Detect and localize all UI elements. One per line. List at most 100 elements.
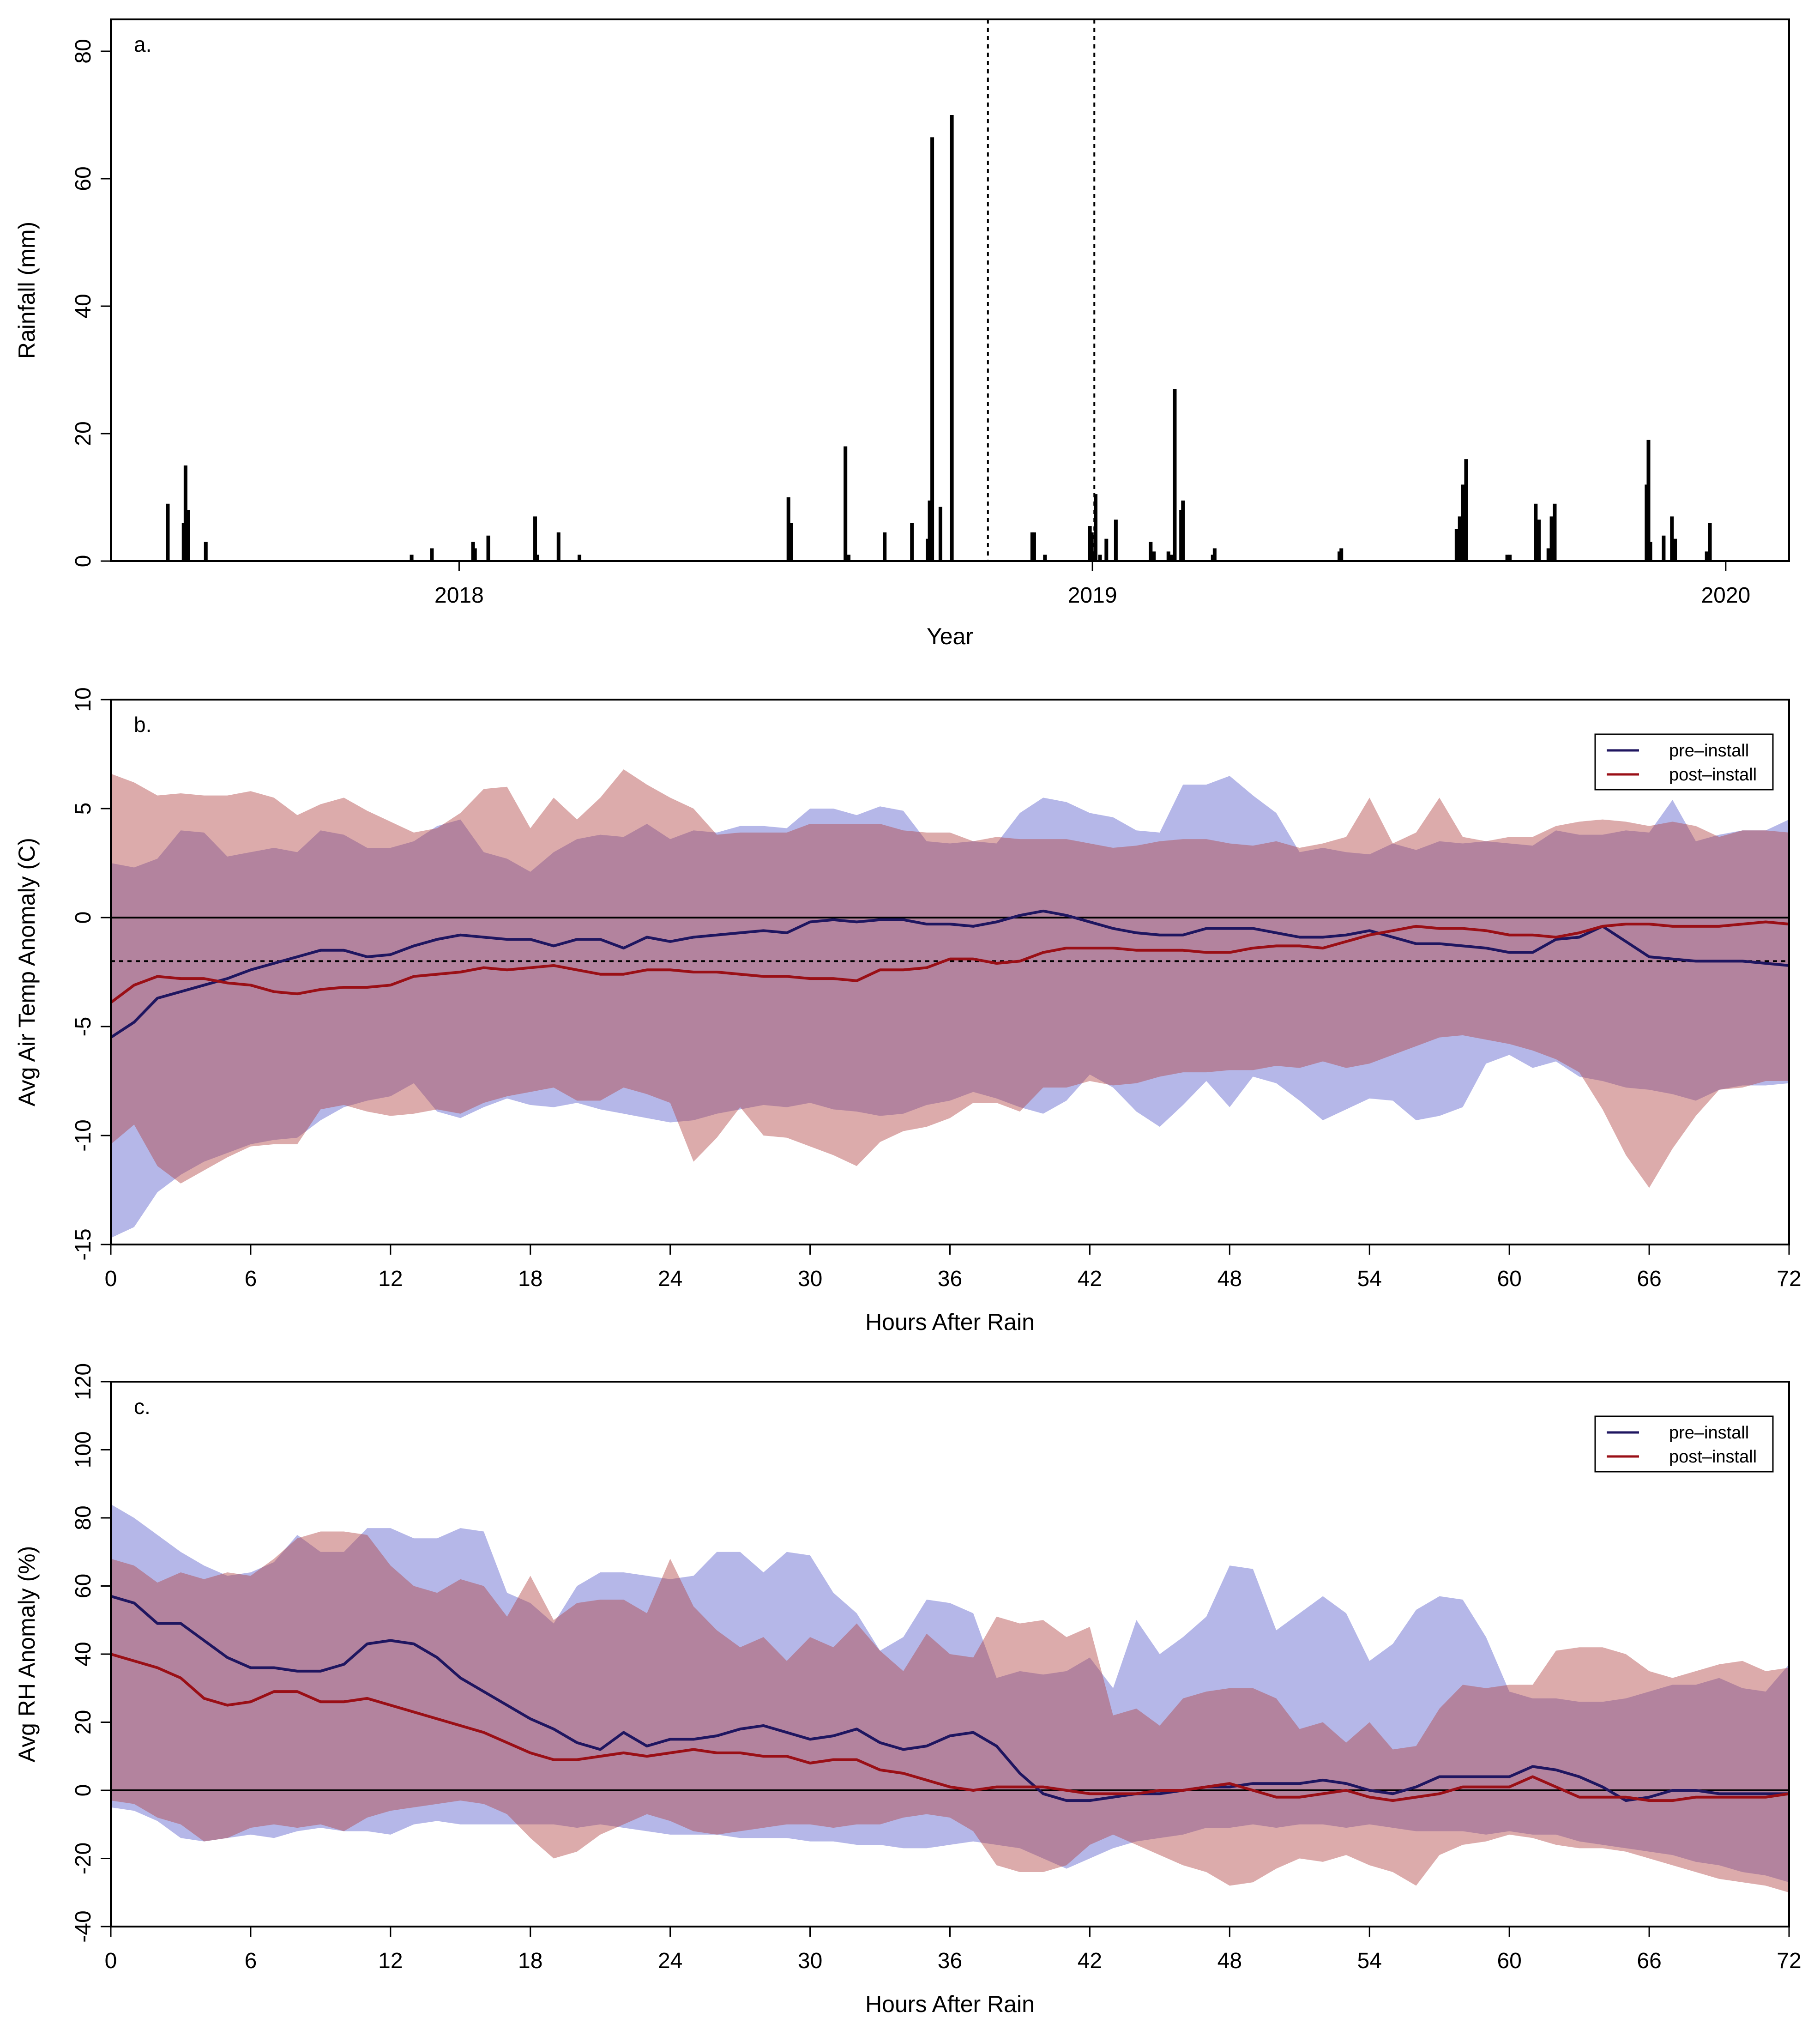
- y-tick-label: -40: [71, 1910, 96, 1942]
- rainfall-bar: [473, 548, 477, 561]
- rainfall-bar: [1645, 484, 1649, 561]
- rainfall-bar: [1098, 555, 1102, 561]
- rainfall-bar: [883, 532, 887, 561]
- rainfall-bar: [1670, 516, 1674, 561]
- x-tick-label: 24: [658, 1949, 682, 1973]
- rainfall-bar: [1505, 555, 1509, 561]
- legend-label-pre: pre–install: [1669, 1423, 1749, 1443]
- panel-b-x-axis-title: Hours After Rain: [865, 1309, 1035, 1335]
- rainfall-bar: [535, 555, 539, 561]
- x-tick-label: 36: [938, 1949, 962, 1973]
- x-tick-label: 42: [1078, 1267, 1102, 1291]
- panel-c-x-axis-title: Hours After Rain: [865, 1991, 1035, 2017]
- rainfall-bar: [1534, 503, 1538, 561]
- panel-b-label: b.: [134, 713, 151, 737]
- x-tick-label: 30: [798, 1267, 822, 1291]
- rainfall-bar: [1673, 538, 1677, 561]
- x-tick-label: 24: [658, 1267, 682, 1291]
- rainfall-bars: [166, 115, 1712, 561]
- x-tick-label: 0: [105, 1267, 117, 1291]
- post-install-line: [110, 920, 1790, 1004]
- rainfall-bar: [847, 555, 851, 561]
- rainfall-bar: [1030, 532, 1034, 561]
- rainfall-bar: [186, 510, 190, 561]
- rainfall-bar: [1648, 542, 1652, 561]
- panel-b-air-temp: -15 -10 -5 0 5 10 0 6 12 18 24 30 36 42 48 54 60 66 72 b.…: [14, 687, 1802, 1335]
- y-tick-label: -10: [71, 1119, 96, 1151]
- panel-b-bands: [111, 769, 1789, 1238]
- rainfall-bar: [166, 503, 170, 561]
- panel-b-reference-lines: [111, 917, 1789, 962]
- rainfall-bar: [578, 555, 582, 561]
- x-tick-label: 18: [518, 1267, 542, 1291]
- vertical-dotted-lines: [987, 19, 1096, 561]
- rainfall-bar: [928, 500, 932, 561]
- rainfall-bar: [1032, 532, 1036, 561]
- rainfall-bar: [926, 538, 930, 561]
- x-tick-label: 66: [1637, 1949, 1661, 1973]
- rainfall-bar: [1458, 516, 1462, 561]
- panel-c-label: c.: [134, 1395, 151, 1419]
- rainfall-bar: [1088, 526, 1092, 561]
- rainfall-bar: [430, 548, 434, 561]
- post-install-band: [111, 1531, 1789, 1893]
- x-tick-label: 72: [1777, 1267, 1801, 1291]
- y-tick-label: 5: [71, 803, 96, 815]
- rainfall-bar: [1149, 542, 1153, 561]
- x-tick-label: 42: [1078, 1949, 1102, 1973]
- rainfall-bar: [1114, 520, 1118, 561]
- legend-box: [1594, 733, 1774, 791]
- x-tick-label: 72: [1777, 1949, 1801, 1973]
- legend-label-pre: pre–install: [1669, 741, 1749, 761]
- panel-b-y-axis-title: Avg Air Temp Anomaly (C): [14, 838, 40, 1106]
- y-tick-label: -5: [71, 1017, 96, 1037]
- y-tick-label: -20: [71, 1843, 96, 1874]
- x-tick-label: 2018: [434, 583, 484, 608]
- rainfall-bar: [533, 516, 537, 561]
- x-tick-label: 36: [938, 1267, 962, 1291]
- post-install-band: [111, 769, 1789, 1188]
- panel-a-x-axis-title: Year: [927, 623, 973, 649]
- rainfall-bar: [1179, 510, 1183, 561]
- panel-a-x-axis: 2018 2019 2020: [434, 561, 1750, 608]
- rainfall-bar: [1212, 548, 1217, 561]
- rainfall-bar: [1705, 551, 1709, 561]
- rainfall-bar: [1093, 494, 1097, 561]
- x-tick-label: 66: [1637, 1267, 1661, 1291]
- rainfall-bar: [1104, 538, 1109, 561]
- pre-install-line: [110, 909, 1790, 1039]
- legend-label-post: post–install: [1669, 765, 1757, 785]
- y-tick-label: 0: [71, 912, 96, 924]
- rainfall-bar: [410, 555, 414, 561]
- y-tick-label: 40: [71, 1642, 96, 1666]
- x-tick-label: 2019: [1068, 583, 1117, 608]
- rainfall-bar: [1166, 551, 1170, 561]
- rainfall-bar: [1181, 500, 1185, 561]
- x-tick-label: 60: [1497, 1949, 1521, 1973]
- rainfall-bar: [1708, 523, 1712, 561]
- panel-a-frame: [110, 18, 1790, 562]
- panel-c-y-axis-title: Avg RH Anomaly (%): [14, 1546, 40, 1763]
- rainfall-bar: [786, 497, 790, 561]
- x-tick-label: 54: [1357, 1949, 1382, 1973]
- rainfall-bar: [1173, 389, 1177, 561]
- panel-c-series-lines: [110, 1595, 1790, 1802]
- panel-b-x-axis: 0 6 12 18 24 30 36 42 48 54 60 66 72: [105, 1245, 1802, 1291]
- panel-a-y-axis-title: Rainfall (mm): [14, 222, 40, 359]
- rainfall-bar: [204, 542, 208, 561]
- x-tick-label: 48: [1217, 1267, 1242, 1291]
- panel-a-label: a.: [134, 32, 151, 56]
- x-tick-label: 6: [245, 1949, 257, 1973]
- x-tick-label: 30: [798, 1949, 822, 1973]
- panel-c-rh: -40 -20 0 20 40 60 80 100 120 0 6 12 18 24 30 36 42 48 54…: [14, 1363, 1802, 2017]
- y-tick-label: 10: [71, 687, 96, 712]
- rainfall-bar: [1339, 548, 1344, 561]
- x-tick-label: 0: [105, 1949, 117, 1973]
- rainfall-bar: [1091, 551, 1096, 561]
- rainfall-bar: [1553, 503, 1557, 561]
- rainfall-bar: [183, 465, 187, 561]
- rainfall-bar: [1043, 555, 1047, 561]
- y-tick-label: 0: [71, 1784, 96, 1797]
- x-tick-label: 48: [1217, 1949, 1242, 1973]
- rainfall-bar: [1662, 535, 1666, 561]
